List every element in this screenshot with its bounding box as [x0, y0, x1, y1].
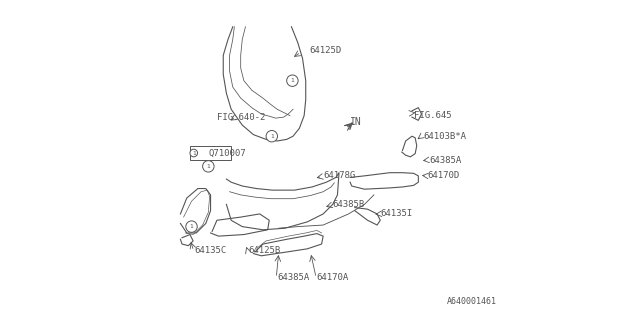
Text: 1: 1 [207, 164, 210, 169]
Circle shape [287, 75, 298, 86]
Circle shape [186, 221, 197, 232]
Text: 1: 1 [291, 78, 294, 83]
Text: 1: 1 [192, 150, 196, 156]
Text: A640001461: A640001461 [447, 297, 497, 306]
Text: 64170A: 64170A [317, 273, 349, 282]
Text: 64385A: 64385A [429, 156, 461, 164]
Text: 1: 1 [270, 134, 274, 139]
Text: 64385A: 64385A [277, 273, 309, 282]
Text: 64125D: 64125D [309, 46, 341, 55]
Circle shape [203, 161, 214, 172]
Text: 64103B*A: 64103B*A [423, 132, 466, 141]
Text: IN: IN [350, 117, 362, 127]
Text: FIG.640-2: FIG.640-2 [217, 113, 265, 122]
Text: 64135C: 64135C [195, 246, 227, 255]
Text: FIG.645: FIG.645 [413, 111, 451, 120]
Bar [190, 146, 231, 160]
Circle shape [190, 149, 198, 157]
Text: 64170D: 64170D [428, 172, 460, 180]
Text: 64385B: 64385B [333, 200, 365, 209]
Circle shape [266, 131, 278, 142]
Text: 64125B: 64125B [248, 246, 281, 255]
Text: 1: 1 [189, 224, 193, 229]
Text: Q710007: Q710007 [209, 149, 246, 158]
Text: 64178G: 64178G [323, 172, 355, 180]
Text: 64135I: 64135I [380, 209, 413, 219]
